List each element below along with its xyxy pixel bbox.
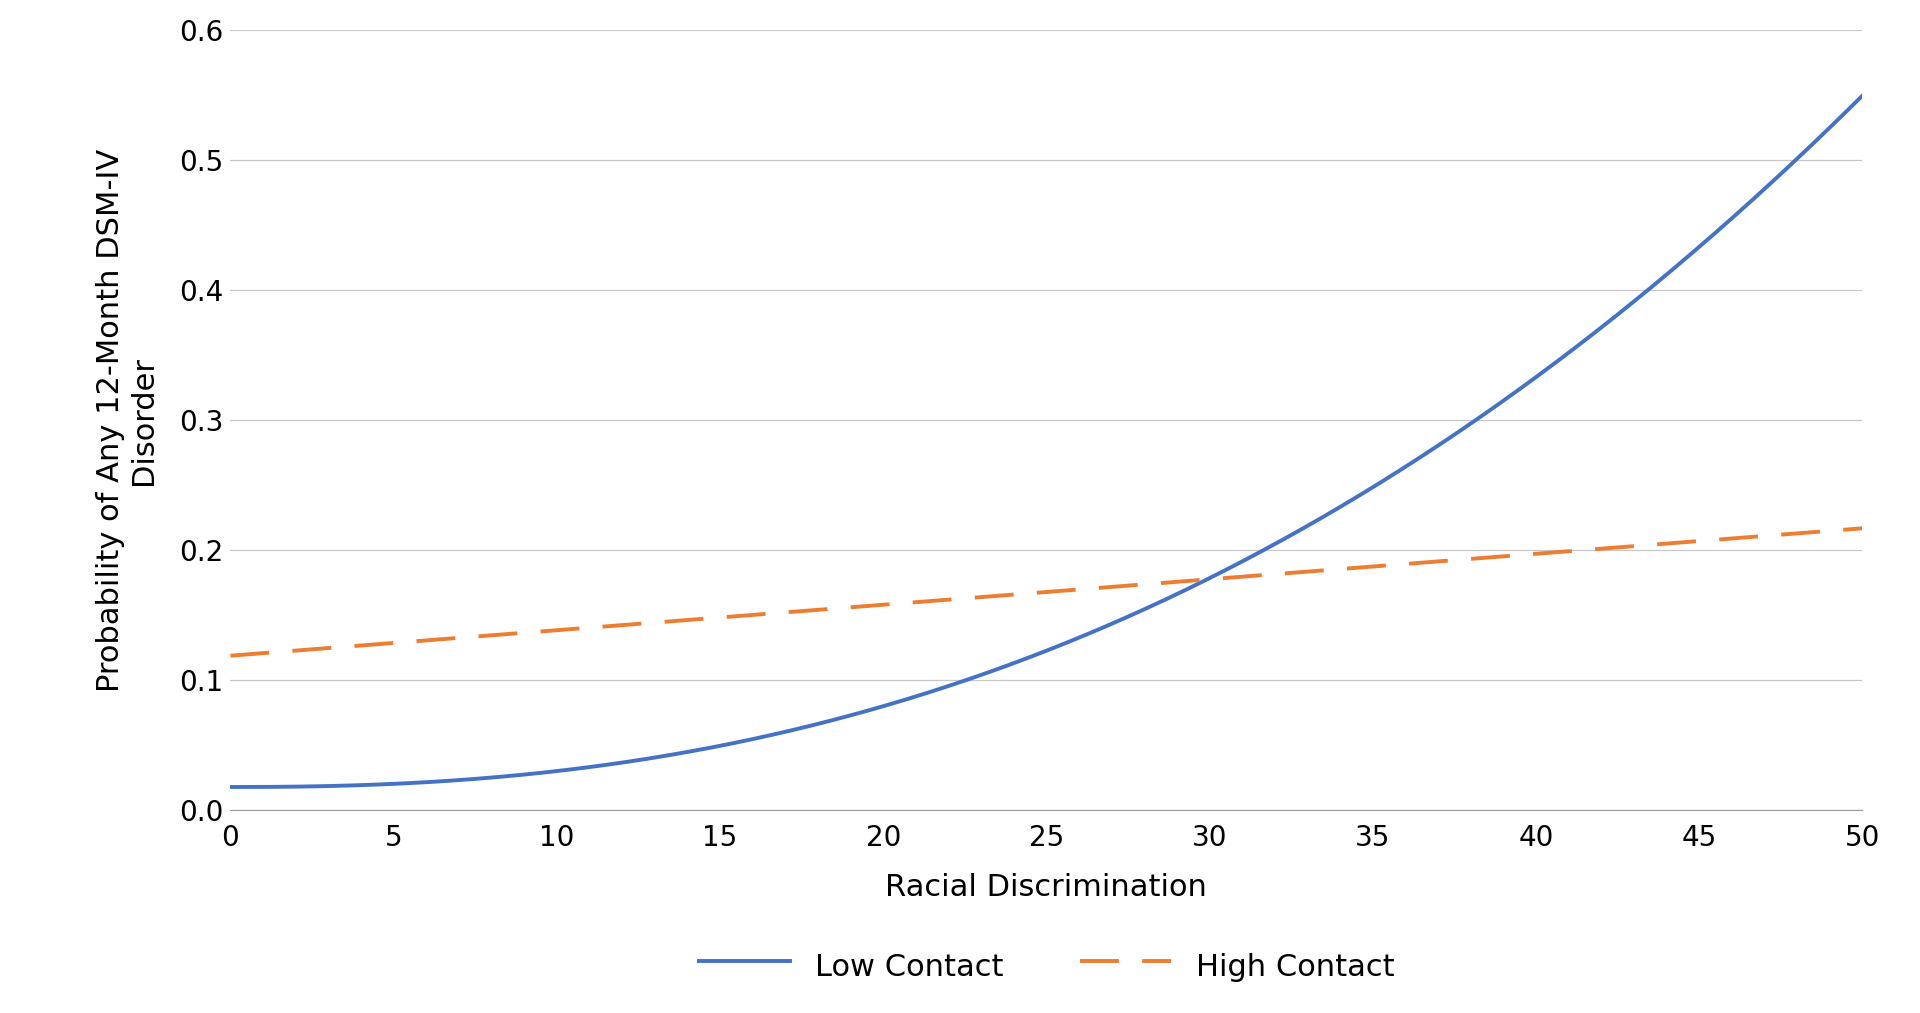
Line: High Contact: High Contact xyxy=(230,529,1862,655)
X-axis label: Racial Discrimination: Racial Discrimination xyxy=(885,873,1208,903)
Low Contact xyxy=(1521,374,1544,386)
Low Contact xyxy=(937,680,960,692)
High Contact xyxy=(937,594,960,606)
High Contact xyxy=(1340,562,1363,574)
Y-axis label: Probability of Any 12-Month DSM-IV
Disorder: Probability of Any 12-Month DSM-IV Disor… xyxy=(96,149,157,692)
Low Contact xyxy=(1340,494,1363,506)
Low Contact xyxy=(1492,395,1515,407)
High Contact xyxy=(879,598,902,610)
High Contact xyxy=(219,649,242,661)
Low Contact xyxy=(386,778,409,790)
High Contact xyxy=(1521,548,1544,560)
Low Contact xyxy=(1851,89,1874,101)
Low Contact xyxy=(879,698,902,710)
High Contact xyxy=(1851,523,1874,535)
Low Contact xyxy=(219,781,242,793)
Legend: Low Contact, High Contact: Low Contact, High Contact xyxy=(685,935,1407,997)
Line: Low Contact: Low Contact xyxy=(230,95,1862,787)
High Contact xyxy=(1492,550,1515,562)
High Contact xyxy=(386,636,409,648)
